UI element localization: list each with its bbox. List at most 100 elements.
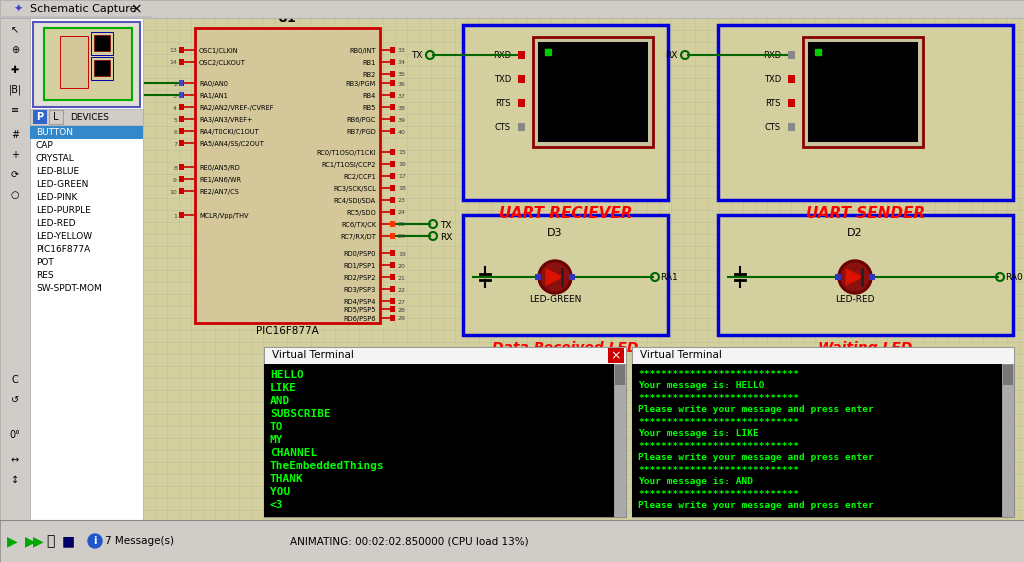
Text: SW-SPDT-MOM: SW-SPDT-MOM — [36, 284, 101, 293]
Bar — [390, 250, 395, 256]
Text: LED-PURPLE: LED-PURPLE — [36, 206, 91, 215]
Text: RE0/AN5/RD: RE0/AN5/RD — [199, 165, 240, 171]
Bar — [33, 22, 140, 107]
Text: RES: RES — [36, 271, 53, 280]
Bar — [179, 59, 184, 65]
Bar — [632, 347, 1014, 364]
Bar — [264, 347, 626, 364]
Text: CHANNEL: CHANNEL — [270, 448, 317, 458]
Text: 7 Message(s): 7 Message(s) — [105, 536, 174, 546]
Text: 34: 34 — [398, 61, 406, 66]
Bar — [534, 37, 653, 147]
Text: ****************************: **************************** — [638, 369, 799, 378]
Text: RB2: RB2 — [362, 72, 376, 78]
Text: ✦: ✦ — [13, 4, 23, 14]
Text: ANIMATING: 00:02:02.850000 (CPU load 13%): ANIMATING: 00:02:02.850000 (CPU load 13%… — [290, 536, 528, 546]
Text: D3: D3 — [547, 228, 563, 238]
Bar — [390, 173, 395, 179]
Text: 17: 17 — [398, 174, 406, 179]
Bar — [390, 128, 395, 134]
Text: L: L — [53, 112, 58, 122]
Text: MY: MY — [270, 435, 284, 445]
Bar — [30, 18, 143, 528]
Text: TX: TX — [412, 52, 423, 61]
Text: ×: × — [610, 349, 622, 362]
Bar — [390, 116, 395, 122]
Bar — [390, 209, 395, 215]
Bar — [869, 274, 874, 280]
Text: Your message is: LIKE: Your message is: LIKE — [638, 429, 759, 438]
Bar — [788, 51, 795, 59]
Text: ⟳: ⟳ — [11, 170, 19, 180]
Text: RB1: RB1 — [362, 60, 376, 66]
Text: 19: 19 — [398, 252, 406, 256]
Bar — [518, 123, 525, 131]
Bar — [390, 80, 395, 86]
Bar — [44, 28, 132, 100]
Text: 18: 18 — [398, 187, 406, 192]
Text: RD3/PSP3: RD3/PSP3 — [344, 287, 376, 293]
Text: 5: 5 — [173, 117, 177, 123]
Bar — [390, 71, 395, 77]
Text: ****************************: **************************** — [638, 465, 799, 474]
Bar — [390, 286, 395, 292]
Text: 24: 24 — [398, 211, 406, 215]
Text: CAP: CAP — [36, 141, 53, 150]
Text: 39: 39 — [398, 117, 406, 123]
Bar — [1002, 365, 1013, 385]
Text: 29: 29 — [398, 316, 406, 321]
Text: ▶: ▶ — [33, 534, 43, 548]
Text: 0°: 0° — [9, 430, 20, 440]
Text: 6: 6 — [173, 129, 177, 134]
Circle shape — [841, 263, 869, 291]
Text: 22: 22 — [398, 288, 406, 292]
Bar — [569, 274, 575, 280]
Text: C: C — [11, 375, 18, 385]
Bar — [195, 28, 380, 323]
Text: 28: 28 — [398, 307, 406, 312]
Text: UART SENDER: UART SENDER — [806, 206, 925, 220]
Text: 1: 1 — [173, 214, 177, 219]
Text: Your message is: HELLO: Your message is: HELLO — [638, 382, 765, 391]
Text: LED-PINK: LED-PINK — [36, 193, 78, 202]
Text: LED-RED: LED-RED — [36, 219, 76, 228]
Bar — [179, 188, 184, 194]
Bar — [264, 347, 626, 517]
Text: RC0/T1OSO/T1CKI: RC0/T1OSO/T1CKI — [316, 150, 376, 156]
Bar — [518, 75, 525, 83]
Text: RD2/PSP2: RD2/PSP2 — [343, 275, 376, 281]
Text: POT: POT — [36, 258, 53, 267]
Bar — [30, 126, 143, 139]
Text: U1: U1 — [279, 12, 297, 25]
Text: 37: 37 — [398, 93, 406, 98]
Text: RB0/INT: RB0/INT — [349, 48, 376, 54]
Text: LED-YELLOW: LED-YELLOW — [36, 232, 92, 241]
Bar — [264, 364, 614, 517]
Bar — [788, 75, 795, 83]
Bar — [30, 109, 143, 125]
Text: RE1/AN6/WR: RE1/AN6/WR — [199, 177, 241, 183]
Text: ↕: ↕ — [11, 475, 19, 485]
Text: RB5: RB5 — [362, 105, 376, 111]
Text: 2: 2 — [173, 81, 177, 87]
Bar — [390, 92, 395, 98]
Text: 3: 3 — [173, 93, 177, 98]
Text: 25: 25 — [398, 223, 406, 228]
Text: RA2/AN2/VREF-/CVREF: RA2/AN2/VREF-/CVREF — [199, 105, 273, 111]
Bar — [518, 99, 525, 107]
Text: #: # — [11, 130, 19, 140]
Text: TX: TX — [440, 220, 452, 229]
Bar — [91, 32, 113, 55]
Text: 40: 40 — [398, 129, 406, 134]
Text: RX: RX — [440, 233, 453, 242]
Text: i: i — [93, 536, 96, 546]
Text: RB6/PGC: RB6/PGC — [347, 117, 376, 123]
Text: Please write your message and press enter: Please write your message and press ente… — [638, 406, 873, 415]
Bar — [390, 149, 395, 155]
Bar — [535, 274, 541, 280]
Text: ▶: ▶ — [7, 534, 17, 548]
Text: CTS: CTS — [765, 124, 781, 133]
Text: OSC2/CLKOUT: OSC2/CLKOUT — [199, 60, 246, 66]
Text: PIC16F877A: PIC16F877A — [256, 326, 318, 336]
Text: 26: 26 — [398, 234, 406, 239]
